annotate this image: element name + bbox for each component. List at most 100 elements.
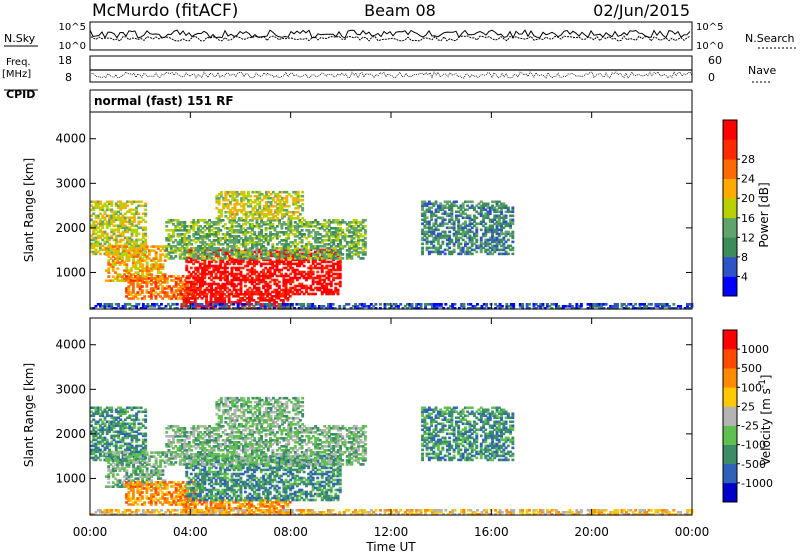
echo-cell: [125, 245, 128, 248]
date-title: 02/Jun/2015: [593, 1, 690, 20]
echo-cell: [144, 227, 147, 230]
echo-cell: [201, 303, 204, 306]
noise-search-trace: [90, 36, 690, 41]
echo-cell: [117, 303, 120, 306]
power-colorbar-segment: [723, 120, 737, 140]
echo-cell: [276, 253, 279, 256]
echo-cell: [364, 237, 367, 240]
echo-cell: [251, 251, 254, 254]
echo-cell: [679, 305, 682, 308]
nave-label: Nave: [748, 64, 776, 77]
freq-label-1: Freq.: [6, 57, 31, 68]
echo-cell: [435, 201, 438, 204]
echo-cell: [249, 195, 252, 198]
power-colorbar-tick-label: 16: [741, 212, 755, 225]
power-colorbar-tick-label: 12: [741, 231, 755, 244]
echo-cell: [634, 303, 637, 306]
echo-cell: [183, 303, 186, 306]
echo-cell: [301, 229, 304, 232]
echo-cell: [106, 233, 109, 236]
echo-cell: [364, 229, 367, 232]
echo-cell: [243, 191, 246, 194]
power-colorbar-tick-label: 8: [741, 251, 748, 264]
echo-cell: [217, 251, 220, 254]
echo-cell: [339, 273, 342, 276]
echo-cell: [455, 201, 458, 204]
echo-cell: [301, 199, 304, 202]
echo-cell: [374, 303, 377, 306]
echo-cell: [190, 267, 193, 270]
power-colorbar-tick-label: 4: [741, 270, 748, 283]
echo-cell: [485, 303, 488, 306]
echo-cell: [450, 239, 453, 242]
nsearch-label: N.Search: [745, 32, 795, 45]
echo-cell: [616, 303, 619, 306]
echo-cell: [299, 213, 302, 216]
echo-cell: [291, 303, 294, 306]
echo-cell: [312, 271, 315, 274]
echo-cell: [421, 247, 424, 250]
echo-cell: [487, 203, 490, 206]
echo-cell: [99, 201, 102, 204]
echo-cell: [278, 235, 281, 238]
echo-cell: [271, 303, 274, 306]
echo-cell: [341, 257, 344, 260]
echo-cell: [99, 459, 102, 462]
echo-cell: [399, 303, 402, 306]
echo-cell: [144, 209, 147, 212]
echo-cell: [511, 231, 514, 234]
echo-cell: [511, 247, 514, 250]
echo-cell: [484, 223, 487, 226]
echo-cell: [190, 243, 193, 246]
echo-cell: [253, 231, 256, 234]
echo-cell: [137, 303, 140, 306]
echo-cell: [448, 231, 451, 234]
echo-cell: [248, 303, 251, 306]
echo-cell: [182, 275, 185, 278]
echo-cell: [166, 291, 169, 294]
power-colorbar-segment: [723, 140, 737, 160]
echo-cell: [289, 295, 292, 298]
echo-cell: [144, 427, 147, 430]
echo-cell: [650, 303, 653, 306]
echo-cell: [226, 267, 229, 270]
echo-cell: [225, 303, 228, 306]
echo-cell: [437, 229, 440, 232]
echo-cell: [194, 303, 197, 306]
echo-cell: [453, 249, 456, 252]
power-colorbar-segment: [723, 179, 737, 199]
echo-cell: [137, 439, 140, 442]
echo-cell: [411, 303, 414, 306]
echo-cell: [99, 407, 102, 410]
noise-tick-low-right: 10^0: [696, 41, 723, 52]
beam-title: Beam 08: [364, 1, 436, 20]
echo-cell: [338, 305, 341, 308]
echo-cell: [240, 217, 243, 220]
echo-cell: [511, 207, 514, 210]
echo-cell: [137, 213, 140, 216]
y-tick-label: 1000: [55, 265, 86, 279]
echo-cell: [244, 303, 247, 306]
echo-cell: [297, 191, 300, 194]
power-colorbar-tick-label: 28: [741, 153, 755, 166]
echo-cell: [364, 241, 367, 244]
power-colorbar-segment: [723, 276, 737, 296]
echo-cell: [296, 247, 299, 250]
echo-cell: [301, 217, 304, 220]
cpid-text: normal (fast) 151 RF: [94, 94, 234, 108]
echo-cell: [269, 285, 272, 288]
echo-cell: [256, 253, 259, 256]
echo-cell: [165, 225, 168, 228]
echo-cell: [144, 439, 147, 442]
echo-cell: [271, 243, 274, 246]
noise-sky-trace: [90, 30, 690, 38]
echo-cell: [140, 201, 143, 204]
echo-cell: [294, 239, 297, 242]
echo-cell: [379, 303, 382, 306]
echo-cell: [110, 407, 113, 410]
nave-tick-high: 60: [708, 54, 722, 67]
echo-cell: [471, 201, 474, 204]
